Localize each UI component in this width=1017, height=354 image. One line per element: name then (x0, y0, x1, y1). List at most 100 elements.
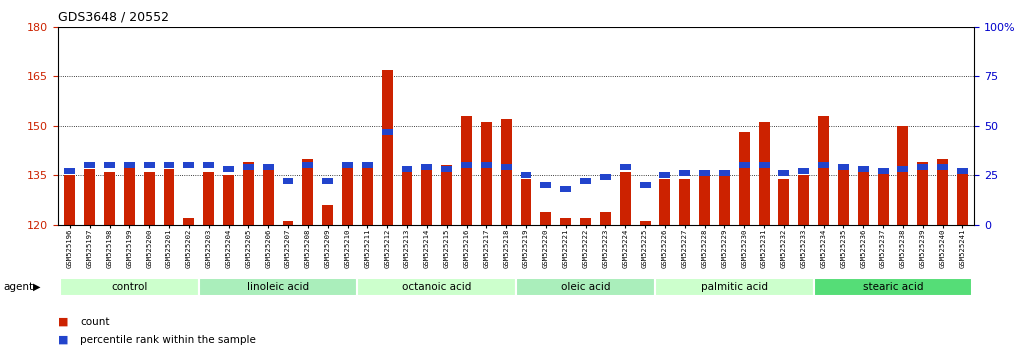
Bar (243, 162, 254, 225)
Bar (302, 159, 313, 225)
Text: count: count (80, 317, 110, 327)
Bar (262, 165, 274, 225)
Bar (362, 162, 373, 225)
Bar (64, 175, 75, 225)
Bar (857, 166, 869, 172)
Bar (198, 278, 357, 296)
Bar (857, 172, 869, 225)
Bar (283, 222, 294, 225)
Text: linoleic acid: linoleic acid (247, 282, 309, 292)
Bar (540, 212, 551, 225)
Text: GDS3648 / 20552: GDS3648 / 20552 (58, 11, 169, 24)
Bar (759, 122, 770, 225)
Bar (362, 162, 373, 168)
Bar (878, 168, 889, 174)
Text: octanoic acid: octanoic acid (402, 282, 472, 292)
Bar (203, 162, 215, 168)
Bar (878, 172, 889, 225)
Bar (957, 168, 968, 174)
Text: ■: ■ (58, 335, 68, 345)
Bar (84, 169, 96, 225)
Bar (679, 170, 691, 176)
Bar (778, 178, 789, 225)
Bar (679, 178, 691, 225)
Bar (897, 126, 908, 225)
Bar (84, 162, 96, 168)
Bar (481, 162, 492, 168)
Bar (560, 218, 572, 225)
Bar (441, 165, 453, 225)
Bar (719, 170, 730, 176)
Text: stearic acid: stearic acid (862, 282, 923, 292)
Bar (461, 162, 472, 168)
Bar (957, 169, 968, 225)
Bar (357, 278, 516, 296)
Bar (60, 278, 198, 296)
Bar (655, 278, 814, 296)
Bar (521, 178, 532, 225)
Text: ■: ■ (58, 317, 68, 327)
Bar (461, 116, 472, 225)
Bar (164, 169, 175, 225)
Bar (897, 166, 908, 172)
Bar (917, 164, 929, 170)
Bar (917, 162, 929, 225)
Bar (124, 162, 135, 168)
Bar (322, 178, 334, 184)
Text: palmitic acid: palmitic acid (701, 282, 768, 292)
Bar (778, 170, 789, 176)
Bar (659, 172, 670, 178)
Bar (580, 218, 591, 225)
Bar (500, 164, 512, 170)
Bar (516, 278, 655, 296)
Bar (937, 159, 948, 225)
Text: ▶: ▶ (33, 282, 40, 292)
Bar (104, 172, 115, 225)
Text: percentile rank within the sample: percentile rank within the sample (80, 335, 256, 345)
Bar (342, 162, 353, 168)
Bar (381, 129, 393, 135)
Bar (421, 165, 432, 225)
Bar (64, 168, 75, 174)
Bar (699, 172, 710, 225)
Bar (481, 122, 492, 225)
Bar (143, 162, 155, 168)
Bar (814, 278, 972, 296)
Text: agent: agent (3, 282, 34, 292)
Bar (818, 162, 829, 168)
Bar (560, 186, 572, 192)
Bar (183, 218, 194, 225)
Bar (262, 164, 274, 170)
Bar (342, 162, 353, 225)
Bar (223, 166, 234, 172)
Bar (580, 178, 591, 184)
Bar (322, 205, 334, 225)
Bar (600, 212, 611, 225)
Bar (619, 164, 631, 170)
Bar (402, 166, 413, 172)
Text: oleic acid: oleic acid (560, 282, 610, 292)
Bar (640, 222, 651, 225)
Bar (640, 182, 651, 188)
Bar (540, 182, 551, 188)
Bar (243, 164, 254, 170)
Bar (838, 169, 849, 225)
Bar (302, 162, 313, 168)
Bar (223, 175, 234, 225)
Text: control: control (111, 282, 147, 292)
Bar (619, 172, 631, 225)
Bar (798, 168, 810, 174)
Bar (818, 116, 829, 225)
Bar (402, 172, 413, 225)
Bar (659, 178, 670, 225)
Bar (600, 174, 611, 180)
Bar (798, 175, 810, 225)
Bar (699, 170, 710, 176)
Bar (124, 162, 135, 225)
Bar (143, 172, 155, 225)
Bar (500, 119, 512, 225)
Bar (759, 162, 770, 168)
Bar (381, 69, 393, 225)
Bar (164, 162, 175, 168)
Bar (283, 178, 294, 184)
